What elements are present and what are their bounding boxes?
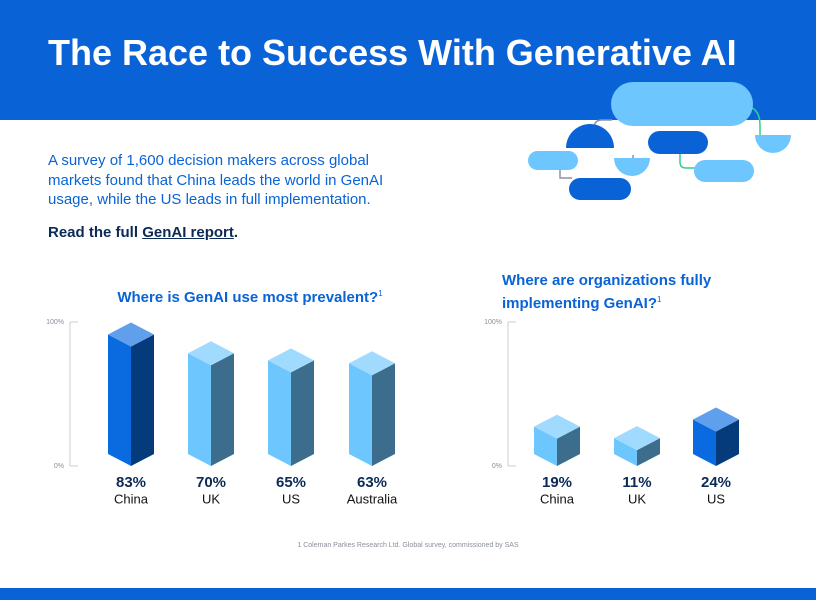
category-label: Australia <box>347 491 398 506</box>
cta-text: Read the full <box>48 224 143 241</box>
value-label: 65% <box>276 474 306 491</box>
value-label: 24% <box>701 474 731 491</box>
value-label: 83% <box>116 474 146 491</box>
category-label: China <box>114 491 149 506</box>
bar-left-face <box>108 334 131 466</box>
category-label: UK <box>628 491 646 506</box>
chart-title: Where are organizations fully implementi… <box>502 271 742 313</box>
bar-top-face <box>108 322 154 347</box>
y-tick-label: 0% <box>492 463 502 470</box>
bar-top-face <box>614 426 660 451</box>
bar-right-face <box>131 334 154 466</box>
page-title: The Race to Success With Generative AI <box>48 32 737 73</box>
bar-left-face <box>534 426 557 466</box>
bar-left-face <box>188 353 211 466</box>
bar-right-face <box>211 353 234 466</box>
chart-title-text: Where is GenAI use most prevalent? <box>117 289 379 306</box>
bar-right-face <box>716 419 739 466</box>
bar-left-face <box>614 438 637 466</box>
y-tick-label: 100% <box>46 319 64 326</box>
bar-left-face <box>693 419 716 466</box>
category-label: US <box>707 491 725 506</box>
value-label: 70% <box>196 474 226 491</box>
bar-left-face <box>268 360 291 466</box>
bar-right-face <box>637 438 660 466</box>
cta: Read the full GenAI report. <box>48 224 238 241</box>
bar-right-face <box>291 360 314 466</box>
y-tick-label: 100% <box>484 319 502 326</box>
footnote-ref: 1 <box>378 289 383 298</box>
footer-band <box>0 588 816 600</box>
category-label: China <box>540 491 575 506</box>
value-label: 63% <box>357 474 387 491</box>
bar-top-face <box>188 341 234 366</box>
bar-right-face <box>372 363 395 466</box>
category-label: US <box>282 491 300 506</box>
category-label: UK <box>202 491 220 506</box>
bar-top-face <box>693 407 739 432</box>
y-tick-label: 0% <box>54 463 64 470</box>
bar-right-face <box>557 426 580 466</box>
bar-left-face <box>349 363 372 466</box>
footnote: 1 Coleman Parkes Research Ltd. Global su… <box>297 542 519 549</box>
bar-top-face <box>349 351 395 376</box>
value-label: 19% <box>542 474 572 491</box>
cta-end: . <box>233 224 239 241</box>
chart-title-text: Where are organizations fully implementi… <box>502 272 712 312</box>
bar-top-face <box>268 348 314 373</box>
value-label: 11% <box>622 474 651 491</box>
cta-link[interactable]: GenAI report <box>142 224 234 241</box>
bar-top-face <box>534 414 580 439</box>
footnote-ref: 1 <box>657 295 662 304</box>
intro-text: A survey of 1,600 decision makers across… <box>48 152 384 208</box>
chart-title: Where is GenAI use most prevalent?1 <box>90 284 410 307</box>
